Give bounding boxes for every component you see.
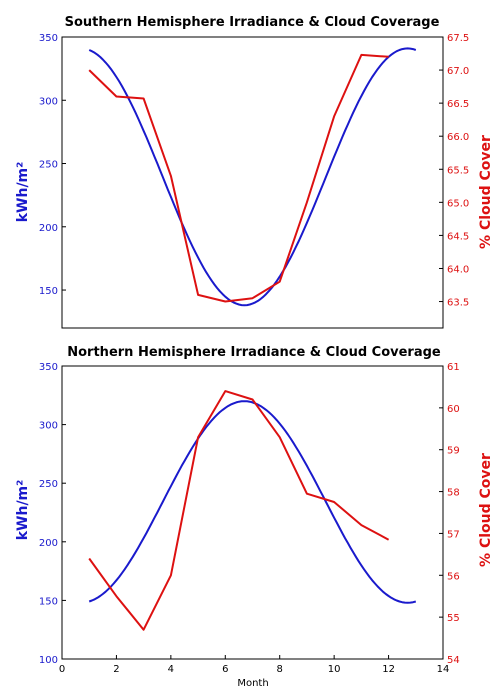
- left-axis-label: kWh/m²: [15, 480, 31, 541]
- left-tick-label: 300: [39, 421, 58, 432]
- right-tick-label: 59: [447, 446, 460, 457]
- left-tick-label: 150: [39, 596, 58, 607]
- southern-hemisphere-chart: Southern Hemisphere Irradiance & Cloud C…: [15, 15, 494, 329]
- right-tick-label: 66.0: [447, 132, 469, 143]
- left-tick-label: 200: [39, 223, 58, 234]
- right-tick-label: 64.0: [447, 264, 469, 275]
- left-tick-label: 200: [39, 538, 58, 549]
- x-tick-label: 10: [328, 664, 341, 675]
- left-axis-label: kWh/m²: [15, 162, 31, 223]
- right-tick-label: 60: [447, 404, 460, 415]
- right-tick-label: 65.5: [447, 165, 469, 176]
- left-tick-label: 350: [39, 33, 58, 44]
- right-axis-label: % Cloud Cover: [478, 135, 494, 249]
- left-tick-label: 150: [39, 286, 58, 297]
- left-tick-label: 300: [39, 96, 58, 107]
- x-tick-label: 6: [222, 664, 228, 675]
- plot-frame: [61, 365, 444, 660]
- right-tick-label: 55: [447, 613, 460, 624]
- right-tick-label: 65.0: [447, 198, 469, 209]
- right-tick-label: 64.5: [447, 231, 469, 242]
- right-tick-label: 67.5: [447, 33, 469, 44]
- cloud-cover-line: [88, 390, 390, 631]
- x-tick-label: 2: [113, 664, 119, 675]
- left-tick-label: 250: [39, 160, 58, 171]
- x-tick-label: 12: [382, 664, 395, 675]
- plot-frame: [61, 36, 444, 329]
- irradiance-line: [88, 400, 417, 604]
- right-tick-label: 63.5: [447, 298, 469, 309]
- right-tick-label: 57: [447, 529, 460, 540]
- x-tick-label: 8: [277, 664, 283, 675]
- x-axis-label: Month: [237, 678, 268, 689]
- right-tick-label: 56: [447, 571, 460, 582]
- x-tick-label: 14: [437, 664, 450, 675]
- right-tick-label: 58: [447, 488, 460, 499]
- chart-title: Southern Hemisphere Irradiance & Cloud C…: [65, 15, 440, 30]
- left-tick-label: 350: [39, 362, 58, 373]
- right-axis-label: % Cloud Cover: [478, 453, 494, 567]
- left-tick-label: 100: [39, 655, 58, 666]
- northern-hemisphere-chart: Northern Hemisphere Irradiance & Cloud C…: [15, 345, 494, 689]
- chart-title: Northern Hemisphere Irradiance & Cloud C…: [67, 345, 441, 360]
- right-tick-label: 61: [447, 362, 460, 373]
- right-tick-label: 67.0: [447, 66, 469, 77]
- right-tick-label: 66.5: [447, 99, 469, 110]
- x-tick-label: 0: [59, 664, 65, 675]
- right-tick-label: 54: [447, 655, 460, 666]
- cloud-cover-line: [88, 53, 389, 303]
- irradiance-line: [88, 47, 417, 307]
- x-tick-label: 4: [168, 664, 174, 675]
- left-tick-label: 250: [39, 479, 58, 490]
